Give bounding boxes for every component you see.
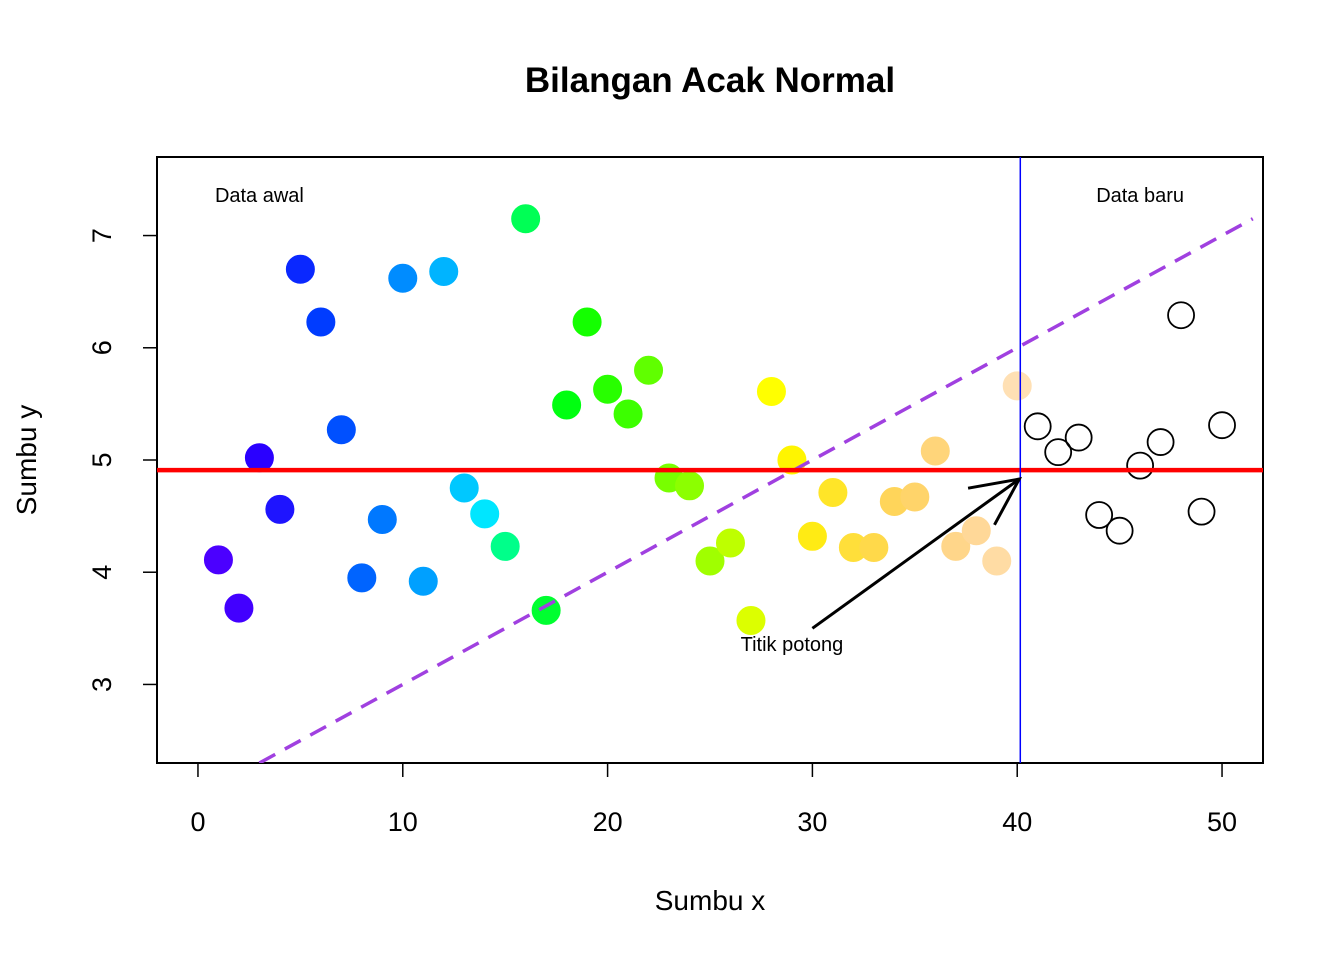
data-point-open (1167, 301, 1195, 330)
data-point (572, 307, 602, 337)
data-points (203, 204, 1236, 635)
data-point (347, 563, 377, 593)
data-point (634, 355, 664, 385)
data-point-open (1064, 423, 1093, 452)
y-axis-label: Sumbu y (11, 405, 42, 516)
x-axis: 0 10 20 30 40 50 (190, 762, 1237, 837)
y-tick-label: 7 (87, 228, 117, 243)
data-point (736, 605, 766, 635)
x-tick-label: 50 (1207, 807, 1237, 837)
data-point (756, 377, 786, 407)
data-point (224, 593, 254, 623)
y-tick-label: 6 (87, 340, 117, 355)
annotation-label: Data baru (1096, 185, 1184, 207)
x-tick-label: 10 (388, 807, 418, 837)
data-point (715, 528, 745, 558)
data-point (695, 546, 725, 576)
data-point (244, 443, 274, 473)
data-point-open (1146, 428, 1175, 456)
data-point (388, 263, 418, 293)
x-tick-label: 30 (797, 807, 827, 837)
chart-title: Bilangan Acak Normal (525, 61, 895, 100)
data-point (920, 436, 950, 466)
data-point (982, 546, 1012, 576)
x-tick-label: 40 (1002, 807, 1032, 837)
data-point (961, 516, 991, 546)
y-tick-label: 3 (87, 677, 117, 692)
data-point (797, 521, 827, 551)
data-point (203, 545, 233, 575)
data-point-open (1208, 411, 1236, 440)
data-point (408, 566, 438, 596)
data-point (265, 494, 295, 524)
reference-lines (157, 157, 1263, 763)
data-point (900, 482, 930, 512)
data-point (490, 531, 520, 561)
data-point (859, 533, 889, 563)
data-point (511, 204, 541, 234)
data-point-open (1105, 516, 1134, 545)
data-point (470, 499, 500, 529)
x-axis-label: Sumbu x (655, 885, 766, 916)
data-point (531, 595, 561, 625)
data-point (429, 256, 459, 286)
annotations: Data awal Data baru Titik potong (215, 185, 1184, 656)
x-tick-label: 0 (190, 807, 205, 837)
data-point (613, 399, 643, 429)
plot-frame (156, 156, 1264, 764)
data-point (818, 478, 848, 508)
data-point (941, 531, 971, 561)
data-point-open (1085, 501, 1114, 529)
data-point (675, 471, 705, 501)
data-point-open (1044, 438, 1073, 467)
y-tick-label: 4 (87, 565, 117, 580)
annotation-label: Data awal (215, 185, 304, 207)
data-point (367, 504, 397, 534)
data-point (449, 473, 479, 503)
arrow-shaft (811, 477, 1021, 630)
x-tick-label: 20 (593, 807, 623, 837)
data-point (593, 374, 623, 404)
y-axis: 3 4 5 6 7 (87, 228, 157, 692)
data-point-open (1023, 412, 1052, 441)
arrow-head (967, 477, 1023, 526)
data-point (326, 415, 356, 445)
data-point (1002, 371, 1032, 401)
data-point (285, 254, 315, 284)
data-point (552, 390, 582, 420)
data-point-open (1187, 497, 1216, 526)
data-point-open (1126, 451, 1155, 480)
dashed-trend-line (258, 217, 1254, 763)
data-point (306, 307, 336, 337)
annotation-label: Titik potong (741, 634, 844, 656)
y-tick-label: 5 (87, 452, 117, 467)
